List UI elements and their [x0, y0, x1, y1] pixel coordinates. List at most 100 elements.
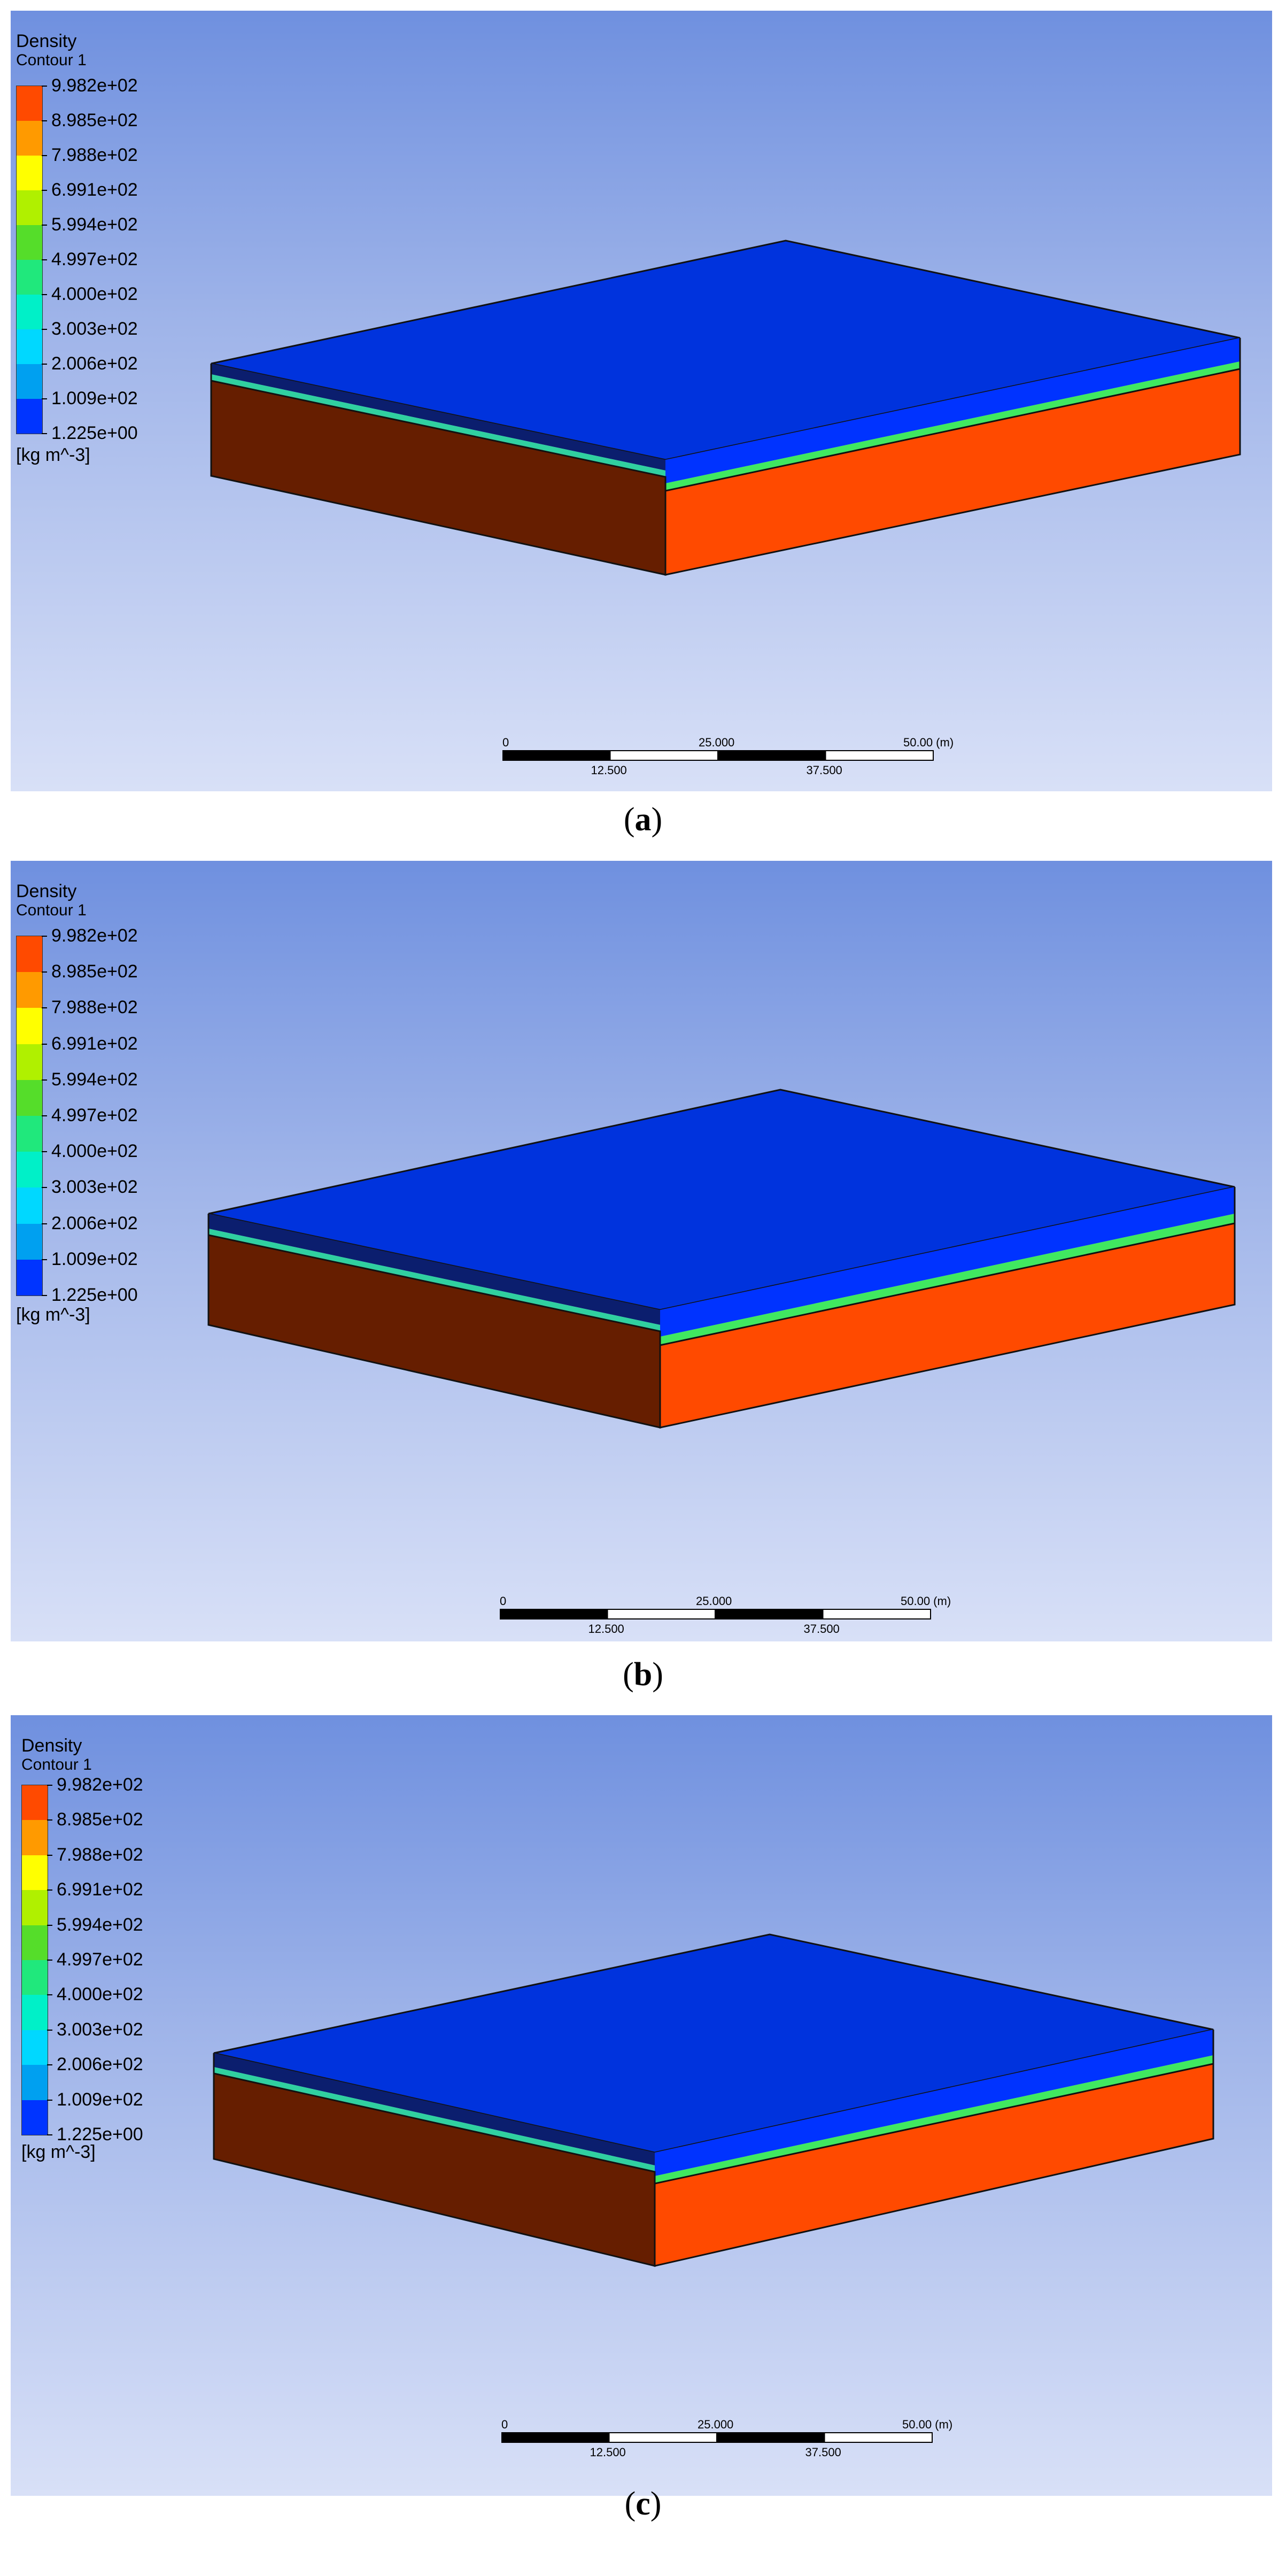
legend-value: 4.000e+02 — [51, 1141, 138, 1162]
legend-tick — [42, 329, 47, 330]
legend-tick — [42, 1079, 47, 1081]
legend-tick — [47, 2134, 52, 2135]
legend-subtitle: Contour 1 — [16, 901, 87, 919]
scale-label: 12.500 — [588, 1622, 624, 1636]
legend-swatch — [17, 156, 42, 190]
legend-value: 4.997e+02 — [51, 1105, 138, 1125]
legend-swatch — [22, 1820, 48, 1855]
panel-c: Density Contour 1 [kg m^-3] 0 25.000 50.00… — [0, 1715, 1286, 2576]
scale-segment — [825, 750, 934, 761]
legend-value: 4.997e+02 — [57, 1949, 143, 1970]
legend-swatch — [17, 1044, 42, 1080]
panel-a: Density Contour 1 [kg m^-3] 0 25.000 50.00… — [0, 11, 1286, 871]
legend-value: 2.006e+02 — [51, 1213, 138, 1233]
legend-tick — [42, 259, 47, 260]
legend-unit: [kg m^-3] — [16, 445, 90, 465]
legend-title: Density — [16, 881, 77, 901]
legend-tick — [42, 936, 47, 937]
scale-label: 37.500 — [803, 1622, 840, 1636]
scale-label: 50.00 (m) — [902, 2418, 953, 2431]
legend-value: 4.000e+02 — [51, 284, 138, 304]
scale-segment — [716, 2432, 825, 2443]
legend-tick — [47, 1924, 52, 1926]
scale-label: 12.500 — [590, 2446, 626, 2459]
legend-swatch — [17, 260, 42, 295]
scale-segment — [824, 2432, 933, 2443]
scale-segment — [609, 750, 718, 761]
interface-left — [208, 1229, 660, 1331]
scale-label: 50.00 (m) — [903, 736, 954, 749]
legend-tick — [42, 1223, 47, 1224]
viewport: Density Contour 1 [kg m^-3] 0 25.000 50.00… — [11, 861, 1272, 1641]
scale-segment — [607, 1609, 716, 1619]
legend-value: 5.994e+02 — [57, 1914, 143, 1935]
legend-tick — [42, 1187, 47, 1189]
legend-value: 7.988e+02 — [57, 1844, 143, 1865]
right-upper-face — [665, 338, 1240, 483]
left-upper-face — [211, 364, 665, 471]
legend-subtitle: Contour 1 — [16, 51, 87, 69]
scale-label: 25.000 — [696, 1594, 732, 1608]
legend-value: 2.006e+02 — [51, 353, 138, 374]
legend-value: 5.994e+02 — [51, 214, 138, 235]
scale-label: 25.000 — [699, 736, 735, 749]
legend-value: 1.009e+02 — [57, 2089, 143, 2110]
scale-label: 25.000 — [698, 2418, 734, 2431]
legend-value: 2.006e+02 — [57, 2054, 143, 2075]
legend-swatch — [17, 1152, 42, 1188]
legend-swatch — [17, 225, 42, 260]
right-upper-face — [660, 1187, 1235, 1337]
legend-tick — [47, 1889, 52, 1891]
legend-tick — [42, 86, 47, 87]
legend-tick — [47, 2099, 52, 2101]
legend-tick — [47, 2064, 52, 2066]
scale-segment — [502, 750, 611, 761]
domain-3d-view — [207, 1089, 1236, 1429]
legend-value: 9.982e+02 — [51, 925, 138, 946]
legend-title: Density — [16, 31, 77, 51]
legend-unit: [kg m^-3] — [16, 1305, 90, 1325]
scale-label: 37.500 — [806, 763, 842, 777]
caption: (b) — [623, 1656, 663, 1693]
legend-tick — [47, 1994, 52, 1996]
legend-value: 8.985e+02 — [51, 961, 138, 982]
scale-label: 50.00 (m) — [901, 1594, 951, 1608]
scale-bar-graphic — [500, 1609, 931, 1619]
legend-swatch — [22, 2065, 48, 2100]
legend-swatch — [17, 295, 42, 329]
legend-tick — [42, 1259, 47, 1260]
legend-tick — [47, 1960, 52, 1961]
legend-value: 8.985e+02 — [57, 1809, 143, 1830]
legend-swatch — [17, 1008, 42, 1044]
legend-tick — [47, 2029, 52, 2031]
legend-tick — [42, 398, 47, 399]
domain-3d-view — [210, 240, 1241, 576]
legend-tick — [47, 1785, 52, 1786]
legend-swatch — [22, 1855, 48, 1891]
interface-right — [665, 361, 1240, 491]
legend-swatch — [17, 1259, 42, 1295]
color-legend — [21, 1785, 48, 2135]
scale-segment — [717, 750, 826, 761]
interface-left — [211, 374, 665, 477]
legend-value: 9.982e+02 — [57, 1775, 143, 1795]
left-upper-face — [208, 1214, 660, 1325]
domain-3d-view — [213, 1933, 1214, 2267]
legend-swatch — [17, 121, 42, 156]
interface-right — [660, 1214, 1235, 1345]
legend-swatch — [17, 329, 42, 364]
legend-tick — [42, 190, 47, 191]
legend-tick — [42, 1295, 47, 1296]
legend-tick — [42, 433, 47, 434]
legend-tick — [42, 294, 47, 295]
scale-label: 0 — [500, 1594, 507, 1608]
left-upper-face — [214, 2053, 655, 2165]
legend-tick — [42, 1115, 47, 1116]
legend-swatch — [17, 86, 42, 121]
scale-label: 12.500 — [591, 763, 627, 777]
scale-segment — [715, 1609, 824, 1619]
legend-swatch — [17, 399, 42, 434]
legend-tick — [42, 1151, 47, 1153]
legend-value: 6.991e+02 — [51, 1033, 138, 1054]
legend-value: 7.988e+02 — [51, 145, 138, 165]
